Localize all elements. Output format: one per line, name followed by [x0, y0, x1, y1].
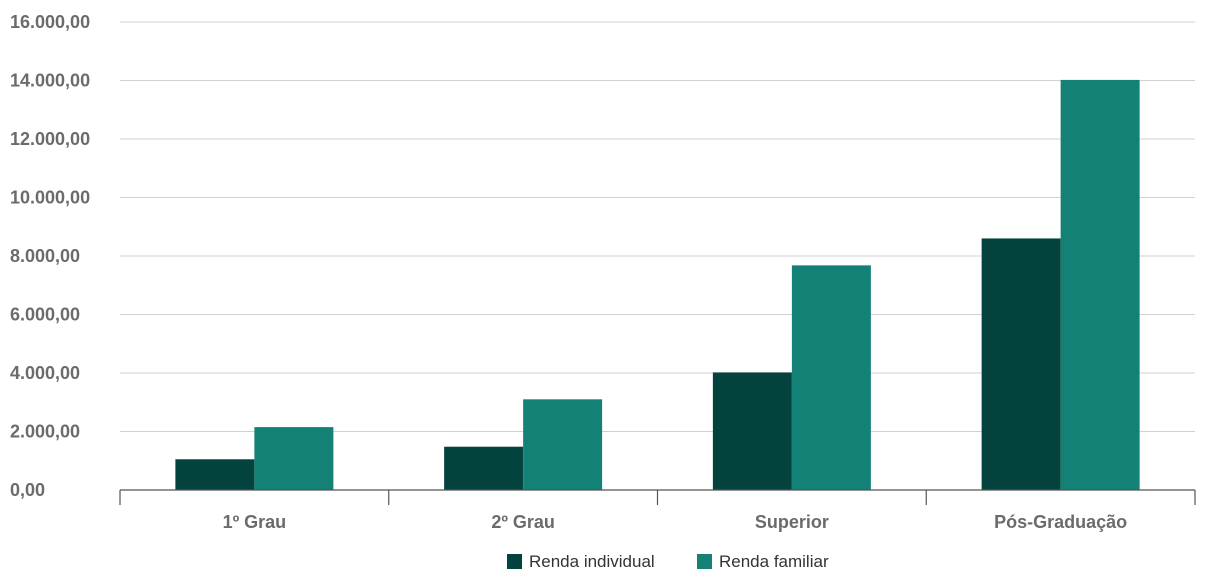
y-axis-tick-labels: 0,00 2.000,00 4.000,00 6.000,00 8.000,00 10.0… [10, 12, 90, 500]
y-tick-label: 0,00 [10, 480, 45, 500]
y-tick-label: 6.000,00 [10, 305, 80, 325]
legend-swatch [507, 554, 522, 569]
bar [254, 427, 334, 490]
y-tick-label: 2.000,00 [10, 422, 80, 442]
x-category-label: 1º Grau [223, 512, 287, 532]
x-axis [119, 489, 1196, 505]
bar [712, 372, 792, 490]
y-tick-label: 8.000,00 [10, 246, 80, 266]
bar [444, 446, 524, 490]
gridlines [120, 21, 1195, 432]
y-tick-label: 12.000,00 [10, 129, 90, 149]
bars [175, 79, 1140, 490]
legend-label: Renda familiar [719, 552, 829, 571]
x-category-label: Pós-Graduação [994, 512, 1127, 532]
x-category-label: Superior [755, 512, 829, 532]
legend-swatch [697, 554, 712, 569]
y-tick-label: 10.000,00 [10, 188, 90, 208]
bar [175, 459, 255, 490]
y-tick-label: 4.000,00 [10, 363, 80, 383]
legend: Renda individual Renda familiar [507, 552, 829, 571]
y-tick-label: 16.000,00 [10, 12, 90, 32]
bar [981, 238, 1061, 490]
y-tick-label: 14.000,00 [10, 71, 90, 91]
bar [791, 265, 871, 490]
x-axis-category-labels: 1º Grau 2º Grau Superior Pós-Graduação [223, 512, 1128, 532]
legend-label: Renda individual [529, 552, 655, 571]
bar [523, 399, 603, 490]
x-category-label: 2º Grau [491, 512, 555, 532]
bar [1060, 79, 1140, 490]
